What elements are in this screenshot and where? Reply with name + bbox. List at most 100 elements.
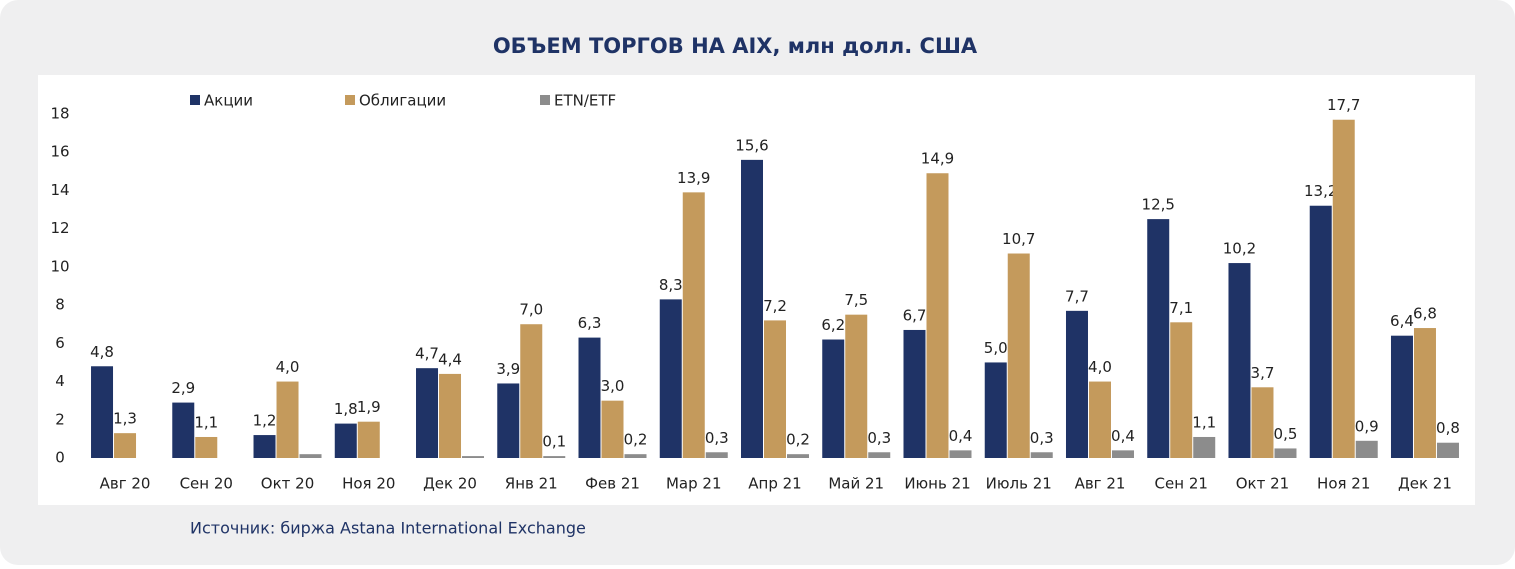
bar xyxy=(787,454,809,458)
bar xyxy=(1332,119,1355,458)
y-tick-label: 12 xyxy=(50,219,69,237)
data-label: 6,2 xyxy=(821,316,845,334)
data-label: 0,3 xyxy=(1030,429,1054,447)
data-label: 10,7 xyxy=(1002,230,1035,248)
bar xyxy=(416,368,439,458)
x-tick-label: Дек 20 xyxy=(423,475,477,493)
bar xyxy=(299,454,322,458)
bar xyxy=(1170,322,1193,458)
data-label: 13,2 xyxy=(1304,182,1337,200)
data-label: 0,4 xyxy=(1111,427,1135,445)
bar xyxy=(253,435,276,458)
bar xyxy=(1147,219,1170,458)
x-tick-label: Авг 21 xyxy=(1075,475,1126,493)
bar xyxy=(1030,452,1053,458)
y-tick-label: 10 xyxy=(50,257,69,275)
bar xyxy=(624,454,647,458)
data-label: 6,8 xyxy=(1413,305,1437,323)
chart-title: ОБЪЕМ ТОРГОВ НА AIX, млн долл. США xyxy=(493,34,978,58)
y-tick-label: 8 xyxy=(55,296,65,314)
x-tick-label: Авг 20 xyxy=(100,475,151,493)
x-tick-label: Апр 21 xyxy=(748,475,801,493)
legend-swatch xyxy=(540,95,550,105)
bar xyxy=(357,421,380,458)
bar xyxy=(903,329,926,458)
bar xyxy=(949,450,972,458)
bar xyxy=(741,159,763,458)
x-tick-label: Дек 21 xyxy=(1398,475,1452,493)
bar xyxy=(984,362,1007,458)
data-label: 7,7 xyxy=(1065,287,1089,305)
y-tick-label: 2 xyxy=(55,410,65,428)
data-label: 0,1 xyxy=(542,433,566,451)
bar xyxy=(764,320,786,458)
data-label: 2,9 xyxy=(171,379,195,397)
bar xyxy=(114,433,137,458)
data-label: 0,4 xyxy=(949,427,973,445)
data-label: 15,6 xyxy=(735,136,768,154)
bar xyxy=(439,373,462,458)
bar xyxy=(520,324,543,458)
data-label: 0,9 xyxy=(1355,417,1379,435)
data-label: 6,7 xyxy=(903,306,927,324)
data-label: 7,2 xyxy=(763,297,787,315)
x-tick-label: Янв 21 xyxy=(505,475,558,493)
bar xyxy=(1088,381,1111,458)
bar xyxy=(659,299,682,458)
bar xyxy=(601,400,624,458)
data-label: 1,8 xyxy=(334,400,358,418)
bar xyxy=(926,173,949,458)
y-tick-label: 18 xyxy=(50,105,69,123)
data-label: 14,9 xyxy=(921,150,954,168)
x-tick-label: Сен 20 xyxy=(180,475,233,493)
data-label: 3,7 xyxy=(1251,364,1275,382)
x-tick-label: Май 21 xyxy=(828,475,884,493)
data-label: 4,7 xyxy=(415,345,439,363)
bar xyxy=(195,436,218,458)
data-label: 0,8 xyxy=(1436,419,1460,437)
bar xyxy=(868,452,891,458)
y-tick-label: 14 xyxy=(50,181,69,199)
y-tick-label: 4 xyxy=(55,372,65,390)
bar xyxy=(1274,448,1297,458)
data-label: 5,0 xyxy=(984,339,1008,357)
bar xyxy=(462,456,485,458)
legend-label: Акции xyxy=(204,92,253,110)
bar xyxy=(845,314,868,458)
x-tick-label: Июль 21 xyxy=(986,475,1052,493)
data-label: 7,1 xyxy=(1169,299,1193,317)
data-label: 4,4 xyxy=(438,350,462,368)
data-label: 0,5 xyxy=(1274,425,1298,443)
source-note: Источник: биржа Astana International Exc… xyxy=(190,519,586,538)
data-label: 0,3 xyxy=(705,429,729,447)
data-label: 10,2 xyxy=(1223,240,1256,258)
data-label: 7,5 xyxy=(844,291,868,309)
bar xyxy=(497,383,520,458)
data-label: 3,9 xyxy=(496,360,520,378)
data-label: 3,0 xyxy=(601,377,625,395)
data-label: 0,2 xyxy=(624,431,648,449)
data-label: 1,1 xyxy=(194,413,218,431)
x-tick-label: Ноя 20 xyxy=(342,475,395,493)
bar xyxy=(172,402,195,458)
bar xyxy=(1193,436,1216,458)
x-tick-label: Мар 21 xyxy=(666,475,722,493)
x-tick-label: Окт 21 xyxy=(1236,475,1289,493)
bar xyxy=(543,456,566,458)
data-label: 1,1 xyxy=(1192,413,1216,431)
bar xyxy=(1111,450,1134,458)
x-tick-label: Июнь 21 xyxy=(904,475,970,493)
bar xyxy=(1413,328,1436,458)
bar xyxy=(276,381,299,458)
legend-label: Облигации xyxy=(359,92,446,110)
data-label: 0,2 xyxy=(786,431,810,449)
legend-swatch xyxy=(190,95,200,105)
bar xyxy=(1251,387,1274,458)
data-label: 0,3 xyxy=(867,429,891,447)
bar xyxy=(705,452,728,458)
y-tick-label: 0 xyxy=(55,449,65,467)
bar xyxy=(578,337,601,458)
data-label: 1,2 xyxy=(253,412,277,430)
bar xyxy=(1390,335,1413,458)
